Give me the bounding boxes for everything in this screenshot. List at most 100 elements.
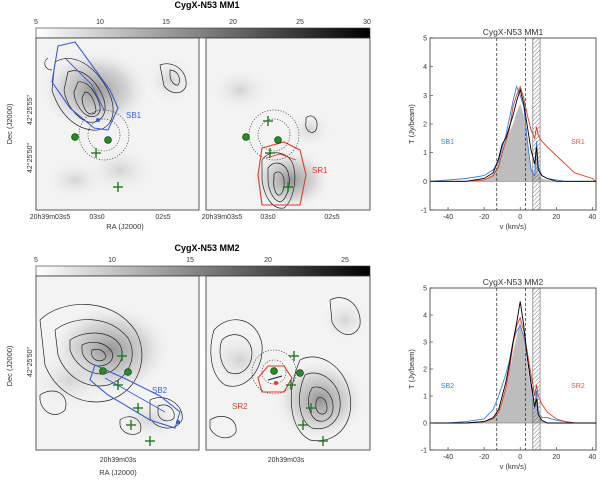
hatched-band (532, 37, 541, 211)
row1-cbar-tick: 15 (162, 19, 170, 26)
row1-sb-label: SB1 (126, 111, 142, 120)
row1-blue-lobe (51, 41, 119, 131)
row1-core (242, 133, 250, 141)
row2-blue-core (176, 420, 180, 424)
x-tick-label: 0 (518, 214, 522, 221)
y-tick-label: 4 (423, 313, 427, 320)
row1-core (274, 136, 282, 144)
x-tick-label: -20 (479, 214, 489, 221)
row2-cbar-tick: 5 (34, 257, 38, 264)
row1-cbar-tick: 5 (34, 19, 38, 26)
x-tick-label: 40 (588, 454, 596, 461)
row1-cbar-tick: 25 (296, 19, 304, 26)
y-tick-label: 0 (423, 179, 427, 186)
annotation-blue: SB2 (441, 383, 454, 390)
spectrum-title: CygX-N53 MM2 (483, 277, 544, 287)
row2-red-core (274, 381, 278, 385)
row1-crosses (91, 148, 123, 192)
row1-xtick: 02s5 (155, 214, 170, 221)
y-tick-label: 2 (423, 122, 427, 129)
row2-core (99, 367, 107, 375)
row1-colorbar: 5 10 15 20 25 30 (34, 19, 371, 39)
row2-left-contours (39, 304, 183, 435)
series-gray-area (430, 103, 596, 182)
series-red-line (430, 316, 596, 424)
row2-right-crosses (286, 351, 328, 446)
row1-map-left: SB1 42°25'55" 42°25'50" Dec (J2000) 20h3… (5, 37, 200, 231)
row2-cbar-tick: 25 (341, 257, 349, 264)
annotation-red: SR1 (571, 139, 585, 146)
row2-red-lobe (257, 365, 293, 393)
row1-right-xtick: 03s0 (260, 214, 275, 221)
row1-blue-arrow (64, 57, 105, 111)
spectrum-ylabel: T (Jy/beam) (407, 349, 416, 389)
y-tick-label: 1 (423, 394, 427, 401)
row2-colorbar: 5 10 15 20 25 (34, 257, 371, 277)
hatched-band (532, 287, 541, 451)
row2-cbar-tick: 10 (108, 257, 116, 264)
x-tick-label: -40 (443, 214, 453, 221)
spectrum-xlabel: v (km/s) (500, 462, 527, 471)
series-black-line (430, 87, 596, 182)
row1-xtick: 20h39m03s5 (30, 214, 71, 221)
row1-cbar-tick: 20 (229, 19, 237, 26)
spectrum-xlabel: v (km/s) (500, 222, 527, 231)
row1-core (104, 136, 112, 144)
row2-title: CygX-N53 MM2 (174, 243, 239, 253)
row1-core (71, 133, 79, 141)
x-tick-label: -20 (479, 454, 489, 461)
x-tick-label: 20 (552, 214, 560, 221)
row1-cbar-tick: 10 (96, 19, 104, 26)
x-tick-label: 0 (518, 454, 522, 461)
series-red-line (430, 85, 597, 182)
y-tick-label: -1 (421, 448, 427, 455)
row1-ytick: 42°25'50" (26, 142, 34, 172)
row1-title: CygX-N53 MM1 (174, 0, 239, 10)
row1-xlabel: RA (J2000) (106, 222, 144, 231)
row1-xtick: 03s0 (89, 214, 104, 221)
row1-sr-label: SR1 (312, 166, 328, 175)
spectrum-ylabel: T (Jy/beam) (407, 104, 416, 144)
row2-crosses (113, 351, 155, 446)
row2-ylabel: Dec (J2000) (5, 345, 14, 386)
row1-left-contours (44, 57, 187, 131)
row2-core (296, 369, 304, 377)
y-tick-label: 3 (423, 340, 427, 347)
row2-core (270, 367, 278, 375)
row2-core (124, 368, 132, 376)
row1-right-xtick: 02s5 (324, 214, 339, 221)
y-tick-label: 2 (423, 367, 427, 374)
y-tick-label: 4 (423, 64, 427, 71)
series-black-line (430, 301, 596, 424)
annotation-blue: SB1 (441, 139, 454, 146)
row2-cbar-tick: 20 (264, 257, 272, 264)
row1-cbar-tick: 30 (363, 19, 371, 26)
y-tick-label: 0 (423, 421, 427, 428)
row1-ylabel: Dec (J2000) (5, 103, 14, 144)
y-tick-label: 5 (423, 36, 427, 43)
row1-red-lobe (257, 141, 307, 206)
row2-map-left: SB2 42°25'50" Dec (J2000) 20h39m03s RA (… (5, 275, 200, 477)
series-gray-area (430, 320, 596, 423)
y-tick-label: 5 (423, 286, 427, 293)
y-tick-label: 3 (423, 93, 427, 100)
row2-xlabel: RA (J2000) (99, 468, 137, 477)
y-tick-label: 1 (423, 150, 427, 157)
x-tick-label: -40 (443, 454, 453, 461)
row2-blue-lobe (89, 364, 181, 429)
row1-right-contours (261, 115, 318, 209)
x-tick-label: 40 (588, 214, 596, 221)
spectrum-mm2: -40 -20 0 20 40 -1 0 1 2 3 4 5 CygX-N53 MM2 v (km/s) T… (407, 277, 597, 471)
annotation-red: SR2 (571, 383, 585, 390)
y-tick-label: -1 (421, 208, 427, 215)
row1-map-right: SR1 20h39m03s5 03s0 02s5 (202, 37, 371, 221)
row2-sr-label: SR2 (232, 402, 248, 411)
spectrum-mm1: -40 -20 0 20 40 -1 0 1 2 3 4 5 CygX-N53 MM1 v (km/s) T… (407, 27, 597, 231)
row1-right-crosses (263, 116, 293, 192)
row1-ytick: 42°25'55" (26, 94, 34, 124)
row1-blue-core (96, 118, 100, 122)
row2-map-right: SR2 20h39m03s (205, 275, 371, 464)
row1-right-xtick: 20h39m03s5 (202, 214, 243, 221)
spectrum-title: CygX-N53 MM1 (483, 27, 544, 37)
